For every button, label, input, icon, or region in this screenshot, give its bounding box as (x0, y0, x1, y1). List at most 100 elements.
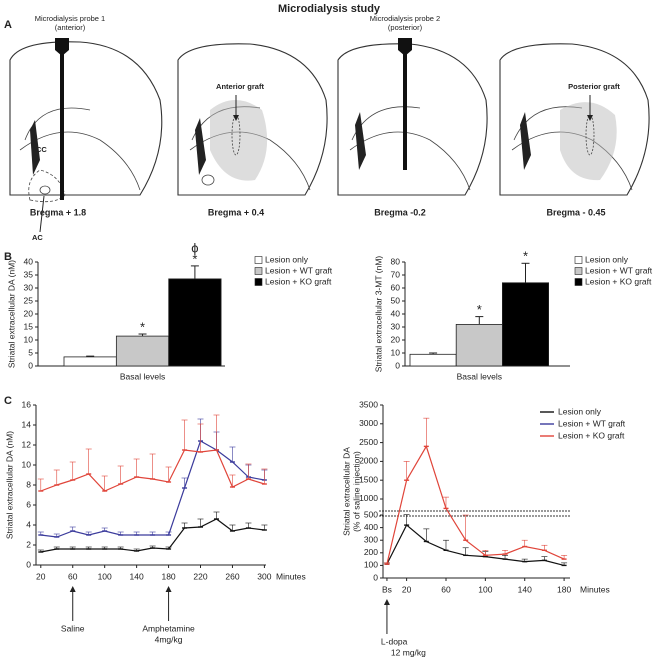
y-tick-label: 3000 (359, 418, 378, 428)
y-tick-label: 2500 (359, 437, 378, 447)
y-tick-label: 70 (391, 269, 401, 279)
x-tick-label: 60 (68, 571, 78, 581)
x-axis-label: Basal levels (120, 371, 165, 381)
x-tick-label: 60 (441, 584, 451, 594)
event-label: Saline (61, 623, 85, 633)
probe-label: (posterior) (388, 23, 423, 32)
bregma-label: Bregma -0.2 (374, 207, 426, 217)
y-tick-label: 500 (364, 509, 378, 519)
bar (455, 323, 503, 367)
bar (63, 356, 117, 367)
brain-section (337, 38, 488, 196)
y-tick-label: 1500 (359, 474, 378, 484)
bregma-label: Bregma - 0.45 (546, 207, 605, 217)
graft-label: Posterior graft (568, 82, 620, 91)
legend-label: Lesion + KO graft (558, 430, 625, 440)
probe-label: Microdialysis probe 1 (35, 14, 105, 23)
y-tick-label: 400 (364, 522, 378, 532)
legend-label: Lesion + KO graft (265, 276, 332, 286)
y-axis-label: (% of saline injection) (351, 451, 361, 532)
event-label: L-dopa (381, 636, 408, 646)
x-tick-label: 140 (130, 571, 144, 581)
panel-label: C (4, 395, 12, 407)
data-line (386, 524, 565, 566)
y-tick-label: 80 (391, 256, 401, 266)
significance-mark: * (192, 251, 197, 266)
y-tick-label: 10 (391, 347, 401, 357)
event-label: Amphetamine (142, 623, 195, 633)
y-axis-label: Striatal extracellular DA (341, 447, 351, 536)
y-tick-label: 0 (26, 559, 31, 569)
y-tick-label: 30 (391, 321, 401, 331)
legend-label: Lesion + WT graft (558, 418, 626, 428)
brain-section (499, 43, 650, 196)
y-axis-label: Striatal extracellular DA (nM) (6, 260, 16, 368)
probe-label: Microdialysis probe 2 (370, 14, 440, 23)
legend-swatch (574, 256, 583, 264)
y-tick-label: 8 (26, 479, 31, 489)
y-tick-label: 10 (24, 334, 34, 344)
bregma-label: Bregma + 0.4 (208, 207, 264, 217)
y-tick-label: 6 (26, 499, 31, 509)
legend-swatch (254, 278, 263, 286)
event-label: 4mg/kg (155, 634, 183, 644)
event-label: 12 mg/kg (391, 647, 426, 657)
x-tick-label: 180 (557, 584, 571, 594)
panel-label: B (4, 251, 12, 263)
legend-label: Lesion + KO graft (585, 276, 652, 286)
legend-label: Lesion only (265, 254, 309, 264)
significance-mark: * (523, 249, 528, 264)
legend-swatch (574, 278, 583, 286)
y-tick-label: 20 (24, 308, 34, 318)
probe-label: (anterior) (55, 23, 86, 32)
x-tick-label: 260 (225, 571, 239, 581)
x-tick-label: 220 (193, 571, 207, 581)
x-tick-label: 100 (478, 584, 492, 594)
x-axis-label: Minutes (580, 584, 610, 594)
y-tick-label: 10 (22, 459, 32, 469)
significance-mark: ϕ (191, 240, 198, 255)
y-tick-label: 100 (364, 560, 378, 570)
y-tick-label: 50 (391, 295, 401, 305)
y-tick-label: 2000 (359, 456, 378, 466)
figure-title: Microdialysis study (278, 3, 381, 15)
bar (168, 278, 222, 367)
brain-section (177, 43, 328, 196)
y-tick-label: 60 (391, 282, 401, 292)
x-axis-label: Basal levels (457, 371, 502, 381)
y-tick-label: 12 (22, 439, 32, 449)
y-tick-label: 30 (24, 282, 34, 292)
x-tick-label: 20 (402, 584, 412, 594)
bar (501, 282, 549, 367)
region-label: CC (36, 145, 47, 154)
y-tick-label: 2 (26, 539, 31, 549)
x-tick-label: Bs (382, 584, 392, 594)
legend-swatch (254, 267, 263, 275)
y-tick-label: 4 (26, 519, 31, 529)
graft-label: Anterior graft (216, 82, 264, 91)
y-tick-label: 300 (364, 534, 378, 544)
legend-swatch (574, 267, 583, 275)
y-tick-label: 35 (24, 269, 34, 279)
x-tick-label: 140 (518, 584, 532, 594)
x-tick-label: 20 (36, 571, 46, 581)
x-tick-label: 100 (98, 571, 112, 581)
x-tick-label: 300 (257, 571, 271, 581)
y-axis-label: Striatal extracellular 3-MT (nM) (373, 256, 383, 373)
brain-section (9, 38, 163, 233)
data-line (386, 444, 565, 565)
legend-label: Lesion + WT graft (585, 265, 653, 275)
bregma-label: Bregma + 1.8 (30, 207, 86, 217)
y-tick-label: 3500 (359, 399, 378, 409)
legend-label: Lesion only (585, 254, 629, 264)
y-tick-label: 5 (28, 347, 33, 357)
y-tick-label: 16 (22, 399, 32, 409)
y-tick-label: 20 (391, 334, 401, 344)
significance-mark: * (477, 302, 482, 317)
y-tick-label: 200 (364, 547, 378, 557)
region-label: AC (32, 233, 43, 242)
y-tick-label: 40 (391, 308, 401, 318)
bar (409, 353, 457, 367)
y-tick-label: 15 (24, 321, 34, 331)
